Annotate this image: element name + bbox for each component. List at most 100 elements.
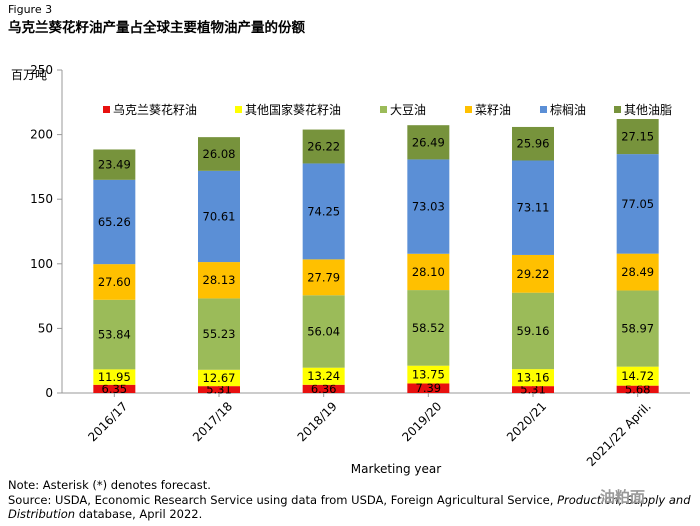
x-tick-label: 2021/22 April.: [584, 399, 654, 469]
bar-segment: [93, 369, 136, 385]
note-text: Note: Asterisk (*) denotes forecast.: [8, 478, 211, 492]
x-tick-label: 2020/21: [504, 399, 549, 444]
bar-segment: [616, 385, 659, 393]
bar-segment: [93, 149, 136, 180]
x-tick-label: 2018/19: [295, 399, 340, 444]
data-label: 26.22: [307, 139, 340, 153]
data-label: 27.60: [98, 275, 131, 289]
data-label: 29.22: [517, 267, 550, 281]
legend-label: 大豆油: [390, 103, 426, 117]
x-tick-label: 2017/18: [190, 399, 235, 444]
data-label: 23.49: [98, 158, 131, 172]
bar-segment: [407, 253, 450, 291]
legend-swatch: [465, 106, 472, 113]
x-axis-title: Marketing year: [351, 462, 441, 476]
data-label: 7.39: [416, 381, 442, 395]
bar-segment: [302, 295, 345, 368]
data-label: 58.97: [621, 322, 654, 336]
y-tick-label: 200: [30, 128, 53, 142]
legend-label: 乌克兰葵花籽油: [113, 102, 197, 117]
data-label: 28.10: [412, 265, 445, 279]
bar-segment: [407, 125, 450, 160]
y-tick-label: 100: [30, 257, 53, 271]
bar-segment: [407, 365, 450, 384]
legend-swatch: [235, 106, 242, 113]
bar-segment: [93, 264, 136, 300]
data-label: 70.61: [203, 209, 236, 223]
bar-segment: [93, 299, 136, 370]
source-text-2: Distribution database, April 2022.: [8, 507, 691, 522]
data-label: 59.16: [517, 324, 550, 338]
x-tick-label: 2019/20: [399, 399, 444, 444]
y-tick-label: 250: [30, 63, 53, 77]
legend-label: 其他国家葵花籽油: [245, 102, 341, 117]
data-label: 14.72: [621, 369, 654, 383]
source-start: Source: USDA, Economic Research Service …: [8, 492, 554, 507]
bar-segment: [407, 383, 450, 393]
bar-segment: [93, 179, 136, 265]
bar-segment: [616, 290, 659, 367]
figure-label: Figure 3: [8, 3, 53, 16]
y-unit-label: 百万吨: [11, 68, 48, 82]
bar-segment: [198, 262, 240, 299]
bar-segment: [616, 119, 659, 155]
bar-segment: [512, 126, 554, 161]
bar-segment: [302, 163, 345, 260]
bar-segment: [512, 369, 554, 387]
chart-title: 乌克兰葵花籽油产量占全球主要植物油产量的份额: [8, 20, 305, 36]
data-label: 26.49: [412, 135, 445, 149]
data-label: 27.15: [621, 130, 654, 144]
bar-segment: [198, 386, 240, 393]
bar-segment: [198, 170, 240, 263]
data-label: 25.96: [517, 137, 550, 151]
bar-segment: [302, 384, 345, 393]
legend-swatch: [540, 106, 547, 113]
data-label: 13.24: [307, 369, 340, 383]
bar-segment: [198, 369, 240, 387]
data-label: 13.16: [517, 371, 550, 385]
data-label: 28.13: [203, 273, 236, 287]
bar-segment: [512, 254, 554, 293]
bar-segment: [198, 298, 240, 370]
bar-segment: [512, 386, 554, 393]
legend-swatch: [103, 106, 110, 113]
data-label: 26.08: [203, 147, 236, 161]
data-label: 74.25: [307, 204, 340, 218]
legend-label: 棕榈油: [550, 102, 586, 117]
chart-notes: Note: Asterisk (*) denotes forecast. Sou…: [8, 478, 691, 522]
data-label: 12.67: [203, 371, 236, 385]
data-label: 77.05: [621, 197, 654, 211]
source-italic-1: Production, Supply and: [557, 492, 691, 507]
bar-segment: [616, 154, 659, 254]
data-label: 73.11: [517, 201, 550, 215]
bar-segment: [616, 253, 659, 291]
data-label: 56.04: [307, 324, 340, 338]
x-tick-label: 2016/17: [85, 399, 130, 444]
data-label: 6.36: [311, 382, 337, 396]
data-label: 13.75: [412, 368, 445, 382]
data-label: 53.84: [98, 328, 131, 342]
source-end: database, April 2022.: [78, 507, 203, 521]
legend-swatch: [614, 106, 621, 113]
legend-swatch: [380, 106, 387, 113]
data-label: 6.35: [102, 382, 128, 396]
bar-segment: [93, 384, 136, 393]
bar-segment: [407, 159, 450, 254]
data-label: 58.52: [412, 321, 445, 335]
y-tick-label: 150: [30, 192, 53, 206]
data-label: 28.49: [621, 265, 654, 279]
legend-label: 其他油脂: [624, 102, 672, 117]
source-text: Source: USDA, Economic Research Service …: [8, 493, 691, 508]
bar-segment: [512, 160, 554, 255]
legend-label: 菜籽油: [475, 103, 511, 117]
y-tick-label: 0: [45, 386, 53, 400]
y-tick-label: 50: [38, 321, 53, 335]
data-label: 11.95: [98, 370, 131, 384]
bar-segment: [616, 366, 659, 386]
bar-segment: [302, 367, 345, 385]
data-label: 5.68: [625, 382, 651, 396]
data-label: 27.79: [307, 270, 340, 284]
watermark-text: 油粕面: [600, 488, 646, 506]
data-label: 73.03: [412, 200, 445, 214]
